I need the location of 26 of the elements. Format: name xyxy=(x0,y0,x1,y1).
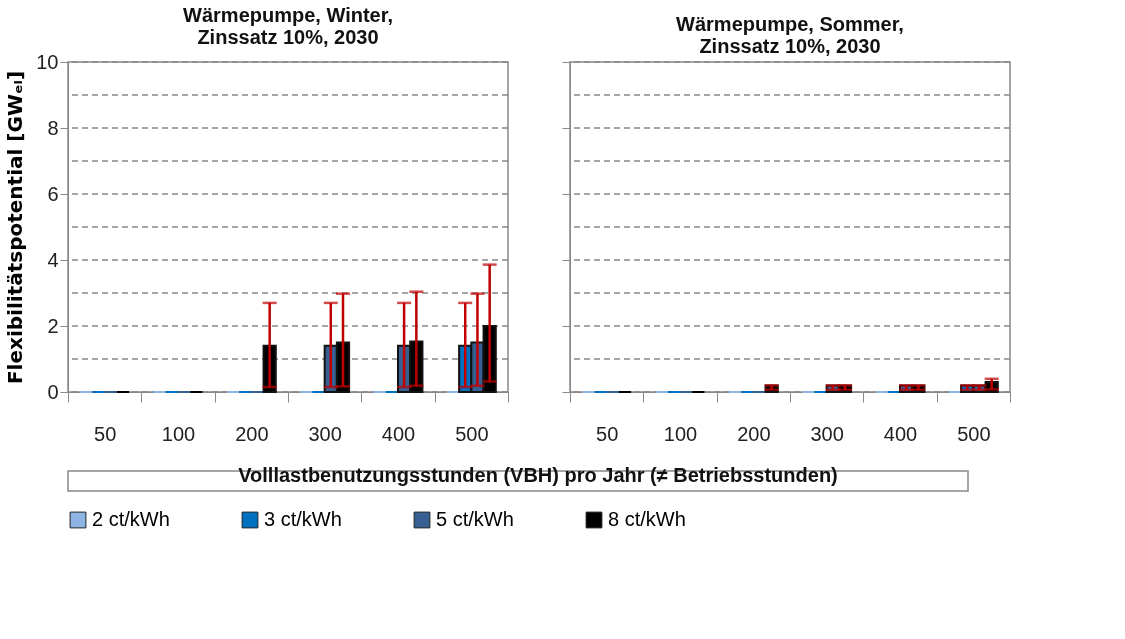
y-tick-label: 8 xyxy=(47,116,59,139)
y-tick-label: 2 xyxy=(47,314,59,337)
legend-label: 3 ct/kWh xyxy=(264,508,342,530)
x-tick-label: 100 xyxy=(161,422,196,445)
x-tick-label: 300 xyxy=(308,422,342,445)
legend-label: 8 ct/kWh xyxy=(608,508,686,530)
x-tick-label: 100 xyxy=(663,422,698,445)
y-tick-label: 0 xyxy=(47,380,59,403)
y-tick-label: 10 xyxy=(36,50,59,73)
chart-title: Wärmepumpe, Sommer, Zinssatz 10%, 2030 xyxy=(676,13,904,58)
x-tick-label: 500 xyxy=(455,422,489,445)
x-axis-title: Volllastbenutzungsstunden (VBH) pro Jahr (≠ Betriebsstunden) xyxy=(238,464,838,486)
y-tick-label: 4 xyxy=(47,248,59,271)
x-tick-label: 200 xyxy=(235,422,269,445)
x-tick-label: 400 xyxy=(381,422,416,445)
x-tick-label: 300 xyxy=(810,422,844,445)
x-tick-label: 50 xyxy=(596,422,619,445)
x-tick-label: 50 xyxy=(94,422,117,445)
x-tick-label: 400 xyxy=(883,422,918,445)
legend-label: 2 ct/kWh xyxy=(92,508,170,530)
y-axis-title: Flexibilitätspotential [GWₑₗ] xyxy=(3,70,28,385)
legend-label: 5 ct/kWh xyxy=(436,508,514,530)
chart-title: Wärmepumpe, Winter, Zinssatz 10%, 2030 xyxy=(183,4,393,48)
x-tick-label: 200 xyxy=(737,422,771,445)
y-tick-label: 6 xyxy=(47,182,59,205)
x-tick-label: 500 xyxy=(957,422,991,445)
